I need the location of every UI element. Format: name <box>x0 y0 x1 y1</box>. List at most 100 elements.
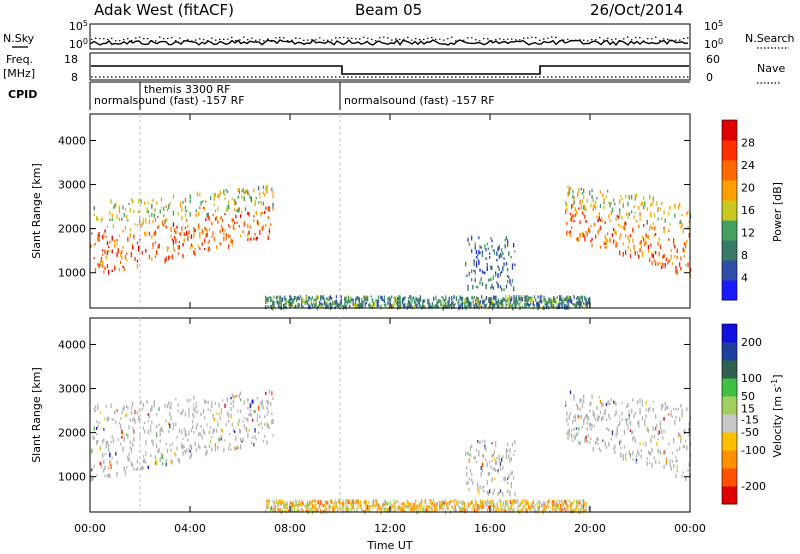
echo-mark <box>352 301 354 306</box>
echo-mark <box>532 506 534 509</box>
echo-mark <box>410 507 412 510</box>
echo-mark <box>144 201 146 205</box>
echo-mark <box>541 296 543 301</box>
echo-mark <box>207 216 209 220</box>
echo-mark <box>614 400 616 406</box>
echo-mark <box>661 403 663 408</box>
echo-mark <box>235 201 237 205</box>
echo-mark <box>218 193 220 196</box>
echo-mark <box>156 250 158 255</box>
echo-mark <box>358 503 360 506</box>
echo-mark <box>478 489 480 495</box>
echo-mark <box>554 508 556 512</box>
echo-mark <box>659 244 662 249</box>
echo-mark <box>193 250 195 255</box>
echo-mark <box>145 461 147 464</box>
echo-mark <box>619 212 621 217</box>
echo-mark <box>235 395 237 399</box>
echo-mark <box>220 216 223 220</box>
echo-mark <box>361 298 363 302</box>
echo-mark <box>175 398 177 401</box>
echo-mark <box>237 409 239 412</box>
echo-mark <box>339 507 341 512</box>
echo-mark <box>652 197 654 203</box>
echo-mark <box>566 411 568 416</box>
echo-mark <box>571 215 573 219</box>
echo-mark <box>621 197 623 201</box>
echo-mark <box>320 302 322 306</box>
echo-mark <box>238 190 241 195</box>
echo-mark <box>410 502 412 507</box>
echo-mark <box>151 235 153 239</box>
echo-mark <box>154 217 157 222</box>
echo-mark <box>675 459 677 463</box>
echo-mark <box>430 506 432 510</box>
echo-mark <box>565 297 567 301</box>
echo-mark <box>102 235 104 240</box>
echo-mark <box>646 207 648 211</box>
echo-mark <box>213 417 215 422</box>
echo-mark <box>623 225 626 231</box>
echo-mark <box>399 295 401 299</box>
echo-mark <box>170 226 172 230</box>
noise-panel: 105 100 105 100 <box>69 19 723 51</box>
echo-mark <box>664 218 666 223</box>
echo-mark <box>512 303 514 308</box>
colorbar-segment <box>722 120 737 141</box>
echo-mark <box>127 406 129 410</box>
echo-mark <box>398 297 400 301</box>
echo-mark <box>631 210 633 214</box>
echo-mark <box>267 206 269 212</box>
echo-mark <box>479 500 482 505</box>
echo-mark <box>561 304 563 308</box>
echo-mark <box>446 506 448 510</box>
echo-mark <box>583 422 585 426</box>
echo-mark <box>487 501 489 507</box>
echo-mark <box>543 501 545 505</box>
echo-mark <box>628 413 630 418</box>
echo-mark <box>627 201 629 207</box>
echo-mark <box>247 238 249 242</box>
echo-mark <box>126 258 128 262</box>
echo-mark <box>315 500 317 503</box>
echo-mark <box>136 263 139 269</box>
echo-mark <box>264 423 266 426</box>
echo-mark <box>514 449 516 453</box>
echo-mark <box>387 508 389 514</box>
echo-mark <box>337 302 339 307</box>
echo-mark <box>144 458 146 463</box>
echo-mark <box>153 213 155 218</box>
echo-mark <box>493 503 495 506</box>
echo-mark <box>501 505 503 510</box>
echo-mark <box>258 431 260 435</box>
echo-mark <box>581 499 584 503</box>
echo-mark <box>395 300 398 305</box>
echo-mark <box>301 303 303 307</box>
echo-mark <box>144 429 146 434</box>
echo-mark <box>133 437 135 442</box>
echo-mark <box>357 296 359 301</box>
echo-mark <box>683 241 686 246</box>
echo-mark <box>345 305 347 310</box>
echo-mark <box>497 283 499 289</box>
echo-mark <box>474 270 476 275</box>
echo-mark <box>464 502 466 507</box>
echo-mark <box>493 303 495 307</box>
echo-mark <box>345 295 347 299</box>
colorbar-segment <box>722 360 737 379</box>
echo-mark <box>176 435 178 439</box>
echo-mark <box>284 500 286 504</box>
echo-mark <box>595 200 597 203</box>
colorbar-tick-label: -15 <box>741 413 759 426</box>
echo-mark <box>468 242 470 246</box>
echo-mark <box>280 507 282 513</box>
echo-mark <box>246 427 248 430</box>
echo-mark <box>224 193 226 196</box>
echo-mark <box>321 296 323 299</box>
echo-mark <box>619 415 621 419</box>
echo-mark <box>531 297 533 302</box>
echo-mark <box>277 299 279 304</box>
echo-mark <box>152 440 154 445</box>
echo-mark <box>513 476 515 480</box>
echo-mark <box>436 501 438 507</box>
